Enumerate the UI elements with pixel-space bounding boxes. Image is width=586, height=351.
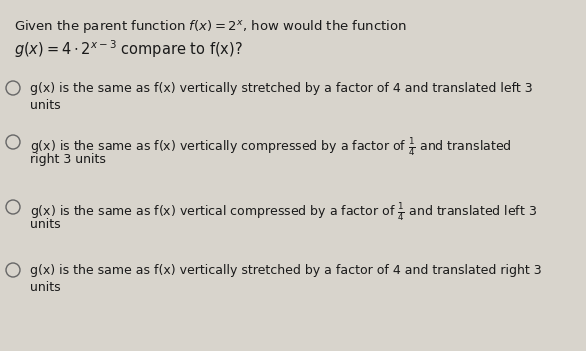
- Text: g(x) is the same as f(x) vertically compressed by a factor of $\frac{1}{4}$ and : g(x) is the same as f(x) vertically comp…: [30, 136, 512, 158]
- Text: g(x) is the same as f(x) vertical compressed by a factor of $\frac{1}{4}$ and tr: g(x) is the same as f(x) vertical compre…: [30, 201, 537, 223]
- Text: g(x) is the same as f(x) vertically stretched by a factor of 4 and translated le: g(x) is the same as f(x) vertically stre…: [30, 82, 533, 95]
- Text: g(x) is the same as f(x) vertically stretched by a factor of 4 and translated ri: g(x) is the same as f(x) vertically stre…: [30, 264, 541, 277]
- Text: right 3 units: right 3 units: [30, 153, 106, 166]
- Text: $g(x) = 4 \cdot 2^{x-3}$ compare to f(x)?: $g(x) = 4 \cdot 2^{x-3}$ compare to f(x)…: [14, 38, 243, 60]
- Text: units: units: [30, 99, 60, 112]
- Text: units: units: [30, 218, 60, 231]
- Text: units: units: [30, 281, 60, 294]
- Text: Given the parent function $f(x) = 2^x$, how would the function: Given the parent function $f(x) = 2^x$, …: [14, 18, 407, 35]
